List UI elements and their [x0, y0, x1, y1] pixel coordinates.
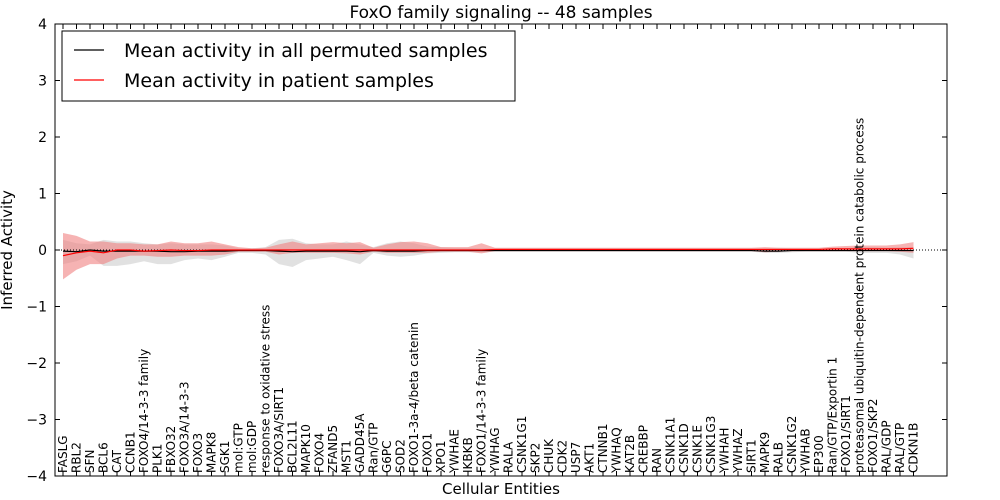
category-label: CDK2: [556, 440, 570, 473]
category-label: CSNK1G2: [785, 416, 799, 473]
y-tick-label: 4: [38, 17, 47, 33]
category-label: MAPK8: [205, 432, 219, 473]
category-label: FBXO32: [164, 426, 178, 473]
category-label: YWHAH: [718, 428, 732, 474]
y-axis-ticks: −4 −3 −2 −1 0 1 2 3 4: [26, 17, 947, 485]
category-label: SKP2: [529, 443, 543, 473]
category-label: CSNK1E: [691, 425, 705, 473]
category-label: CSNK1D: [677, 423, 691, 473]
category-label: FASLG: [56, 435, 70, 473]
category-label: YWHAQ: [610, 427, 624, 474]
category-label: YWHAG: [488, 427, 502, 474]
series-line-0: [62, 249, 914, 253]
y-tick-label: 1: [38, 187, 47, 203]
y-axis-title: Inferred Activity: [0, 190, 16, 310]
category-label: CHUK: [542, 438, 556, 473]
y-tick-label: −3: [26, 413, 47, 429]
category-label: AKT1: [583, 443, 597, 473]
category-label: SOD2: [394, 439, 408, 473]
category-label: RAL/GDP: [880, 420, 894, 473]
category-label: response to oxidative stress: [259, 305, 273, 473]
category-label: FOXO3: [191, 433, 205, 473]
y-tick-label: 3: [38, 74, 47, 90]
category-label: RAL/GTP: [893, 423, 907, 473]
y-tick-label: 0: [38, 243, 47, 259]
category-label: Ran/GTP: [367, 422, 381, 473]
category-label: mol:GTP: [232, 423, 246, 473]
y-tick-label: −1: [26, 300, 47, 316]
legend-label-permuted: Mean activity in all permuted samples: [124, 40, 487, 62]
category-label: RBL2: [70, 442, 84, 473]
category-label: YWHAZ: [731, 428, 745, 474]
chart-title: FoxO family signaling -- 48 samples: [349, 3, 652, 23]
category-label: CSNK1G3: [704, 416, 718, 473]
category-label: USP7: [569, 442, 583, 473]
category-label: G6PC: [380, 440, 394, 473]
category-label: MAPK9: [758, 432, 772, 473]
category-label: GADD45A: [353, 413, 367, 473]
category-label: proteasomal ubiquitin-dependent protein …: [853, 118, 867, 473]
legend-box: [61, 30, 516, 102]
category-label: FOXO1/SKP2: [866, 398, 880, 473]
category-label: CAT: [110, 449, 124, 473]
category-label: YWHAE: [448, 429, 462, 474]
category-label: BCL6: [97, 442, 111, 473]
series-lines: [62, 247, 914, 257]
x-axis-title: Cellular Entities: [442, 480, 560, 498]
legend-label-patient: Mean activity in patient samples: [124, 70, 434, 92]
x-axis-ticks: [62, 24, 914, 476]
category-label: FOXO1/SIRT1: [839, 395, 853, 473]
category-label: BCL2L11: [286, 420, 300, 473]
category-labels: FASLG RBL2 SFN BCL6 CAT CCNB1 FOXO4/14-3-3 fam…: [56, 118, 921, 474]
category-label: mol:GDP: [245, 421, 259, 473]
category-label: MST1: [340, 440, 354, 473]
category-label: SIRT1: [745, 439, 759, 473]
category-label: EP300: [812, 435, 826, 473]
category-label: CCNB1: [124, 431, 138, 473]
category-label: IKBKB: [461, 437, 475, 473]
y-tick-label: 2: [38, 130, 47, 146]
category-label: CREBBP: [637, 425, 651, 473]
y-tick-label: −4: [26, 469, 47, 485]
category-label: CDKN1B: [907, 423, 921, 473]
legend: Mean activity in all permuted samples Me…: [61, 30, 516, 102]
category-label: RALA: [502, 441, 516, 473]
category-label: Ran/GTP/Exportin 1: [826, 357, 840, 473]
category-label: YWHAB: [799, 428, 813, 474]
category-label: CTNNB1: [596, 423, 610, 473]
category-label: RALB: [772, 442, 786, 473]
category-label: MAPK10: [299, 424, 313, 473]
category-label: CSNK1A1: [664, 417, 678, 473]
category-label: FOXO4/14-3-3 family: [137, 349, 151, 473]
plot-area-frame: [54, 23, 948, 477]
category-label: FOXO1/14-3-3 family: [475, 349, 489, 473]
y-tick-label: −2: [26, 356, 47, 372]
series-line-1: [62, 247, 914, 257]
category-label: FOXO1-3a-4/beta catenin: [407, 322, 421, 473]
category-label: CSNK1G1: [515, 416, 529, 473]
category-label: PLK1: [151, 444, 165, 473]
category-label: FOXO1: [421, 433, 435, 473]
category-label: FOXO4: [313, 433, 327, 473]
category-label: SGK1: [218, 441, 232, 473]
category-label: ZFAND5: [326, 425, 340, 473]
category-label: RAN: [650, 448, 664, 473]
category-label: FOXO3A/SIRT1: [272, 387, 286, 473]
category-label: FOXO3A/14-3-3: [178, 381, 192, 473]
category-label: SFN: [83, 450, 97, 474]
confidence-bands: [63, 233, 914, 280]
category-label: XPO1: [434, 440, 448, 473]
category-label: KAT2B: [623, 435, 637, 473]
